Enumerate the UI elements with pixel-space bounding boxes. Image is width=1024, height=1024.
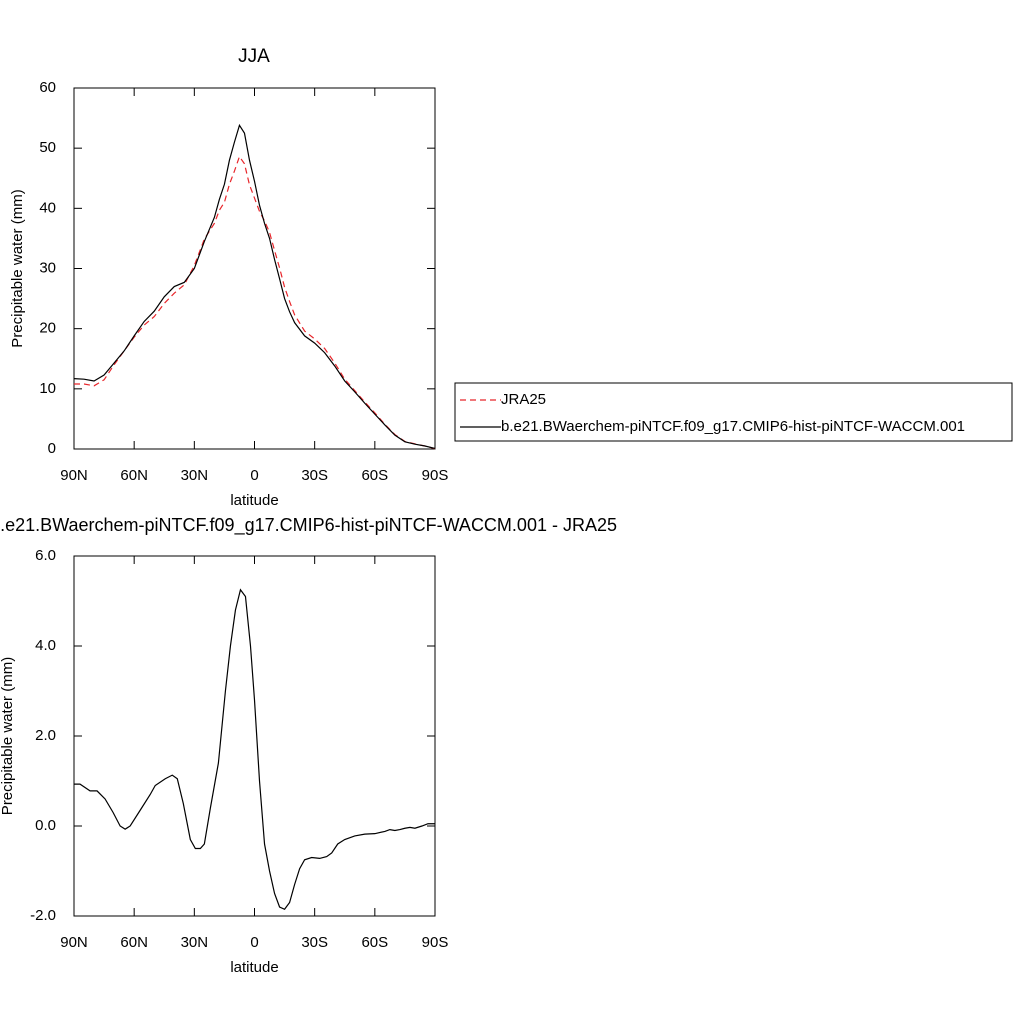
y-tick-label: 60 [39, 79, 56, 96]
chart-title: JJA [238, 46, 270, 67]
y-tick-label: 2.0 [35, 727, 56, 744]
x-tick-label: 0 [250, 467, 258, 484]
x-tick-label: 90S [422, 934, 449, 951]
plot-frame [73, 87, 436, 450]
x-axis-label: latitude [230, 959, 278, 976]
x-tick-label: 60N [120, 934, 148, 951]
legend-box [454, 382, 1013, 442]
x-tick-label: 90N [60, 467, 88, 484]
data-line [73, 123, 436, 449]
x-tick-label: 0 [250, 934, 258, 951]
y-tick-label: -2.0 [30, 907, 56, 924]
y-tick-label: 20 [39, 320, 56, 337]
x-axis-label: latitude [230, 492, 278, 509]
data-line [74, 155, 436, 450]
y-tick-label: 4.0 [35, 637, 56, 654]
chart-title: b.e21.BWaerchem-piNTCF.f09_g17.CMIP6-his… [0, 515, 617, 536]
x-tick-label: 60S [361, 467, 388, 484]
y-tick-label: 30 [39, 259, 56, 276]
x-tick-label: 30S [301, 934, 328, 951]
x-tick-label: 30S [301, 467, 328, 484]
plot-frame [73, 555, 436, 917]
x-tick-label: 90N [60, 934, 88, 951]
y-tick-label: 0.0 [35, 817, 56, 834]
x-tick-label: 60S [361, 934, 388, 951]
y-tick-label: 0 [48, 440, 56, 457]
y-tick-label: 40 [39, 199, 56, 216]
x-tick-label: 30N [181, 934, 209, 951]
legend-label: b.e21.BWaerchem-piNTCF.f09_g17.CMIP6-his… [501, 418, 965, 435]
y-tick-label: 6.0 [35, 547, 56, 564]
legend-label: JRA25 [501, 391, 546, 408]
data-line [74, 588, 435, 910]
x-tick-label: 30N [181, 467, 209, 484]
y-tick-label: 10 [39, 380, 56, 397]
y-tick-label: 50 [39, 139, 56, 156]
y-axis-label: Precipitable water (mm) [0, 657, 16, 815]
x-tick-label: 60N [120, 467, 148, 484]
y-axis-label: Precipitable water (mm) [9, 189, 26, 347]
x-tick-label: 90S [422, 467, 449, 484]
